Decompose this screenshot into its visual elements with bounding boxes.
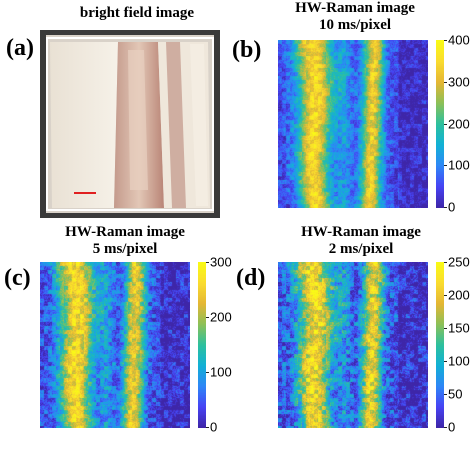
colorbar-tick-label: 0 xyxy=(210,419,218,435)
colorbar-tick-label: 0 xyxy=(448,419,456,435)
colorbar-tick-mark xyxy=(444,207,447,208)
colorbar-tick-mark xyxy=(444,427,447,428)
colorbar-tick-mark xyxy=(444,394,447,395)
colorbar-tick-label: 0 xyxy=(448,199,456,215)
colorbar-tick-mark xyxy=(206,427,209,428)
colorbar-tick-label: 50 xyxy=(448,386,463,402)
bright-field-image xyxy=(40,30,220,218)
colorbar-tick-mark xyxy=(444,82,447,83)
colorbar-tick-label: 200 xyxy=(448,116,470,132)
colorbar-tick-label: 100 xyxy=(448,353,470,369)
colorbar-c xyxy=(198,262,206,428)
colorbar-tick-mark xyxy=(444,40,447,41)
raman-heatmap-d xyxy=(278,262,428,428)
colorbar-tick-label: 100 xyxy=(210,364,232,380)
colorbar-tick-mark xyxy=(444,262,447,263)
colorbar-tick-mark xyxy=(206,317,209,318)
raman-heatmap-c xyxy=(40,262,190,428)
colorbar-tick-label: 400 xyxy=(448,32,470,48)
colorbar-tick-mark xyxy=(444,295,447,296)
colorbar-tick-mark xyxy=(206,262,209,263)
colorbar-tick-label: 200 xyxy=(448,287,470,303)
panel-c-title: HW-Raman image 5 ms/pixel xyxy=(65,224,185,257)
panel-d-title: HW-Raman image 2 ms/pixel xyxy=(301,224,421,257)
panel-d-label: (d) xyxy=(236,265,266,291)
colorbar-tick-label: 300 xyxy=(448,74,470,90)
colorbar-b xyxy=(436,40,444,208)
panel-a-label: (a) xyxy=(6,35,34,61)
colorbar-tick-mark xyxy=(444,328,447,329)
colorbar-tick-mark xyxy=(444,165,447,166)
colorbar-tick-mark xyxy=(206,372,209,373)
colorbar-tick-label: 200 xyxy=(210,309,232,325)
panel-b-title: HW-Raman image 10 ms/pixel xyxy=(295,0,415,33)
panel-a-title: bright field image xyxy=(79,5,195,21)
panel-b-label: (b) xyxy=(232,37,262,63)
colorbar-tick-label: 300 xyxy=(210,254,232,270)
colorbar-tick-label: 150 xyxy=(448,320,470,336)
colorbar-tick-mark xyxy=(444,361,447,362)
colorbar-tick-label: 250 xyxy=(448,254,470,270)
colorbar-d xyxy=(436,262,444,428)
colorbar-tick-label: 100 xyxy=(448,157,470,173)
panel-c-label: (c) xyxy=(4,265,31,291)
colorbar-tick-mark xyxy=(444,124,447,125)
raman-heatmap-b xyxy=(278,40,428,208)
